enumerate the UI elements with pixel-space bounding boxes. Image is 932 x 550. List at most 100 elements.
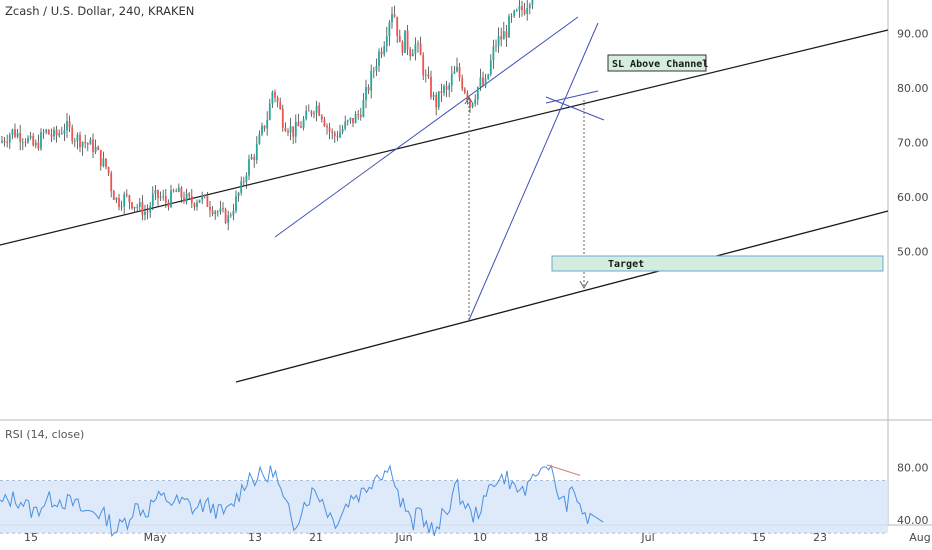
candle-body xyxy=(19,133,22,142)
candle-body xyxy=(427,74,430,77)
candle-body xyxy=(453,71,456,74)
candle-body xyxy=(209,206,211,211)
candle-body xyxy=(336,136,339,138)
candle-body xyxy=(99,149,102,167)
candle-body xyxy=(458,66,461,78)
candle-body xyxy=(401,42,404,53)
candle-body xyxy=(274,91,276,98)
price-axis[interactable]: 50.0060.0070.0080.0090.00100.00110.00120… xyxy=(889,0,932,259)
candle-body xyxy=(430,76,432,97)
rsi-tick-label: 40.00 xyxy=(897,514,929,527)
candle-body xyxy=(105,158,107,168)
candle-body xyxy=(359,114,362,117)
candle-body xyxy=(422,55,425,76)
candle-body xyxy=(196,202,198,207)
candle-body xyxy=(138,202,141,207)
candle-body xyxy=(294,121,297,137)
candle-body xyxy=(302,119,305,128)
candle-body xyxy=(170,190,172,207)
channel-upper-line xyxy=(0,29,889,246)
candle-body xyxy=(391,14,393,23)
candle-body xyxy=(523,10,526,14)
candle-body xyxy=(279,101,282,110)
time-tick-label: Aug xyxy=(909,531,930,544)
candle-body xyxy=(157,190,159,198)
time-axis[interactable]: 15 May 13 21 Jun 10 18 Jul 15 23 Aug xyxy=(24,531,931,544)
candle-body xyxy=(125,194,128,196)
candle-body xyxy=(518,6,521,10)
candle-body xyxy=(268,103,271,120)
candle-body xyxy=(255,143,258,161)
candle-body xyxy=(133,206,136,209)
candle-body xyxy=(79,134,81,148)
candle-body xyxy=(131,202,133,209)
candle-body xyxy=(29,135,32,138)
candle-body xyxy=(440,91,443,93)
candle-body xyxy=(448,85,451,90)
candle-body xyxy=(6,142,9,144)
candle-body xyxy=(307,110,310,112)
candle-body xyxy=(320,115,323,120)
candle-body xyxy=(463,88,466,93)
candle-body xyxy=(47,129,50,135)
candle-body xyxy=(284,127,287,132)
candle-body xyxy=(489,60,492,75)
candle-body xyxy=(167,202,170,207)
candle-body xyxy=(372,70,375,72)
candle-body xyxy=(193,203,196,207)
candle-body xyxy=(515,9,518,11)
candle-body xyxy=(487,74,490,79)
candle-body xyxy=(175,190,178,192)
candle-body xyxy=(86,143,89,145)
candle-body xyxy=(365,87,367,100)
candle-body xyxy=(107,167,110,174)
candle-body xyxy=(55,129,58,136)
candle-body xyxy=(508,16,510,38)
candle-body xyxy=(349,117,352,121)
candle-body xyxy=(502,31,505,40)
candle-body xyxy=(94,146,97,153)
symbol-legend: Zcash / U.S. Dollar, 240, KRAKEN xyxy=(5,4,195,18)
candle-body xyxy=(276,97,279,102)
candle-body xyxy=(248,159,250,176)
channel-lower-line xyxy=(235,210,889,383)
candle-body xyxy=(253,157,256,161)
candle-body xyxy=(383,46,386,55)
candle-body xyxy=(183,197,185,202)
rsi-legend: RSI (14, close) xyxy=(5,428,85,441)
candle-body xyxy=(362,99,365,117)
candle-body xyxy=(287,131,289,133)
candle-body xyxy=(149,205,152,213)
candle-body xyxy=(63,130,66,134)
channel-lines xyxy=(0,29,889,383)
candle-body xyxy=(37,142,40,149)
candle-body xyxy=(164,195,167,203)
candle-body xyxy=(495,45,497,47)
candle-body xyxy=(409,49,412,57)
candle-body xyxy=(3,140,6,143)
time-tick-label: 15 xyxy=(752,531,766,544)
candle-body xyxy=(482,77,484,86)
candle-body xyxy=(34,142,37,146)
candle-body xyxy=(393,14,396,17)
sl-label-text: SL Above Channel xyxy=(612,59,708,70)
candle-body xyxy=(263,125,266,129)
flag-top-line xyxy=(545,90,599,104)
candle-body xyxy=(190,196,193,204)
candle-body xyxy=(76,134,79,142)
candle-body xyxy=(435,94,438,108)
candle-body xyxy=(419,43,422,56)
candle-body xyxy=(232,210,235,216)
candle-body xyxy=(528,4,531,9)
candle-body xyxy=(219,208,222,212)
candle-body xyxy=(510,15,513,17)
candle-body xyxy=(404,30,406,53)
candle-body xyxy=(32,135,35,146)
candle-body xyxy=(305,110,308,120)
candle-body xyxy=(81,142,84,148)
candle-body xyxy=(367,87,370,91)
candle-body xyxy=(245,175,248,182)
candle-body xyxy=(500,36,503,40)
candle-body xyxy=(396,16,399,36)
